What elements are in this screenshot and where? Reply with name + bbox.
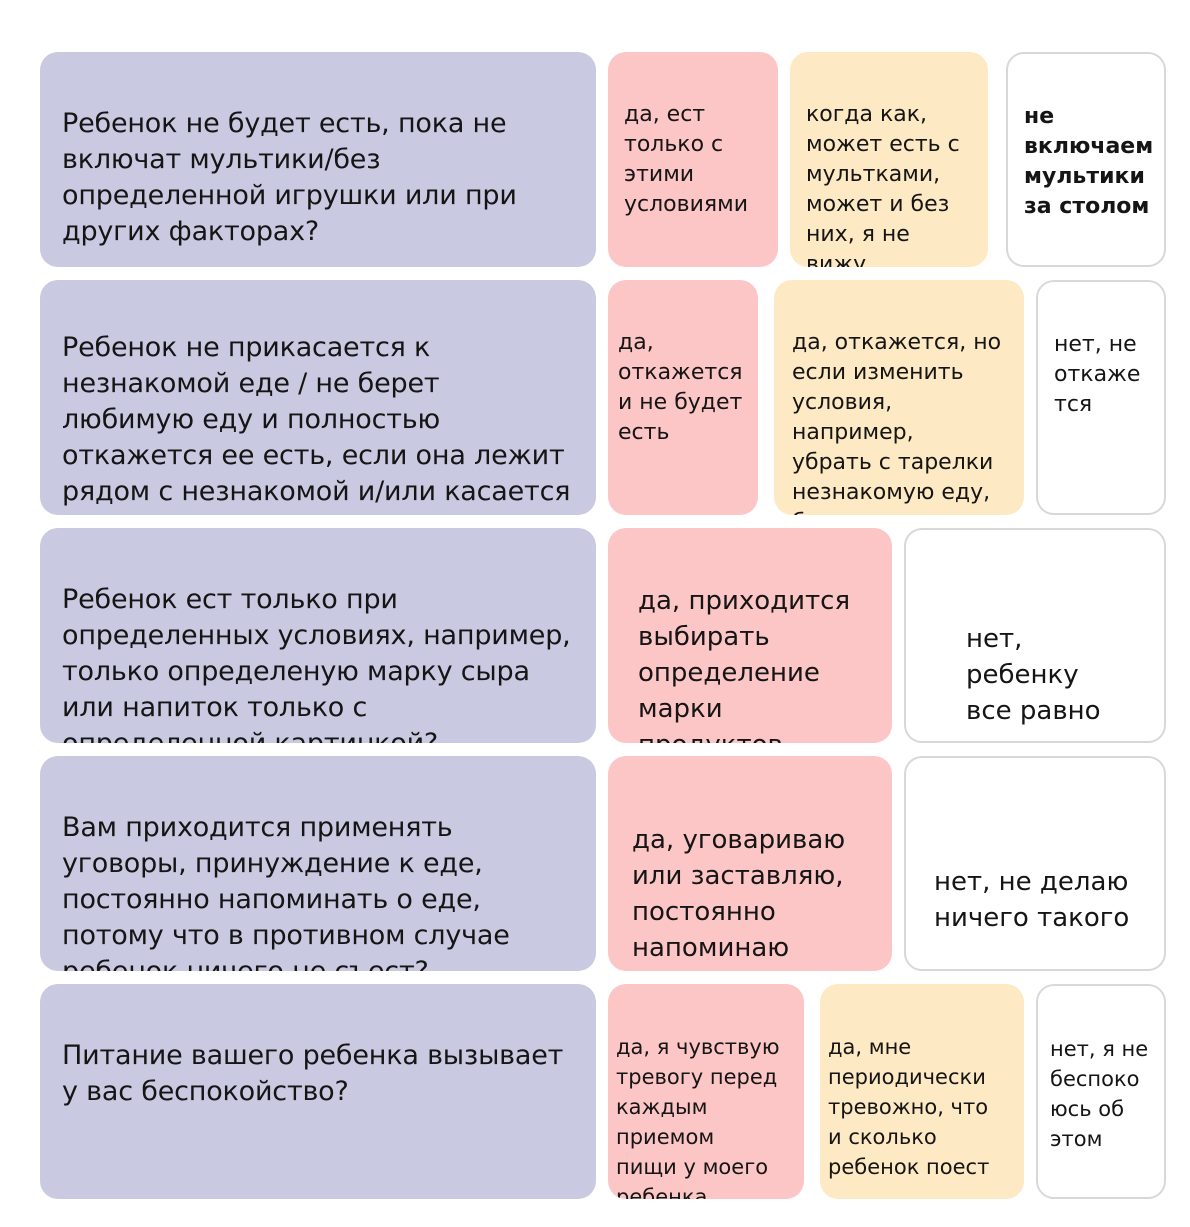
answer-text: да, откажется, но если изменить условия,… <box>792 330 1002 515</box>
answer-card-sometimes[interactable]: да, откажется, но если изменить условия,… <box>774 280 1024 515</box>
answer-card-yes[interactable]: да, ест только с этими условиями <box>608 52 778 267</box>
answer-card-no[interactable]: нет, не откаже тся <box>1036 280 1166 515</box>
answer-text: да, уговариваю или заставляю, постоянно … <box>632 825 846 963</box>
answer-text: нет, не делаю ничего такого <box>934 867 1130 933</box>
answer-text: нет, ребенку все равно <box>966 624 1101 726</box>
answer-card-no[interactable]: нет, я не беспоко юсь об этом <box>1036 984 1166 1199</box>
answer-card-sometimes[interactable]: когда как, может есть с мультками, может… <box>790 52 988 267</box>
question-card-4: Вам приходится применять уговоры, принуж… <box>40 756 596 971</box>
question-text: Питание вашего ребенка вызывает у вас бе… <box>62 1040 564 1107</box>
answer-text: нет, я не беспоко юсь об этом <box>1050 1037 1149 1151</box>
answer-card-yes[interactable]: да, откажется и не будет есть <box>608 280 758 515</box>
answer-card-no[interactable]: нет, не делаю ничего такого <box>904 756 1166 971</box>
answer-card-yes[interactable]: да, уговариваю или заставляю, постоянно … <box>608 756 892 971</box>
answer-card-sometimes[interactable]: да, мне периодически тревожно, что и ско… <box>820 984 1024 1199</box>
answer-text: да, мне периодически тревожно, что и ско… <box>828 1035 990 1179</box>
answer-text: когда как, может есть с мультками, может… <box>806 102 960 267</box>
answer-card-no[interactable]: не включаем мультики за столом <box>1006 52 1166 267</box>
answer-text: да, приходится выбирать определение марк… <box>638 586 851 743</box>
answer-text: да, откажется и не будет есть <box>618 330 743 445</box>
question-text: Ребенок ест только при определенных усло… <box>62 584 571 743</box>
question-card-5: Питание вашего ребенка вызывает у вас бе… <box>40 984 596 1199</box>
answer-text: не включаем мультики за столом <box>1024 104 1154 219</box>
question-card-1: Ребенок не будет есть, пока не включат м… <box>40 52 596 267</box>
question-text: Ребенок не будет есть, пока не включат м… <box>62 108 517 247</box>
answer-text: да, я чувствую тревогу перед каждым прие… <box>616 1035 780 1199</box>
answer-card-yes[interactable]: да, приходится выбирать определение марк… <box>608 528 892 743</box>
answer-text: да, ест только с этими условиями <box>624 102 749 217</box>
answer-card-yes[interactable]: да, я чувствую тревогу перед каждым прие… <box>608 984 804 1199</box>
question-card-2: Ребенок не прикасается к незнакомой еде … <box>40 280 596 515</box>
answer-text: нет, не откаже тся <box>1054 332 1141 417</box>
question-card-3: Ребенок ест только при определенных усло… <box>40 528 596 743</box>
answer-card-no[interactable]: нет, ребенку все равно <box>904 528 1166 743</box>
question-text: Ребенок не прикасается к незнакомой еде … <box>62 332 571 515</box>
question-text: Вам приходится применять уговоры, принуж… <box>62 812 510 971</box>
